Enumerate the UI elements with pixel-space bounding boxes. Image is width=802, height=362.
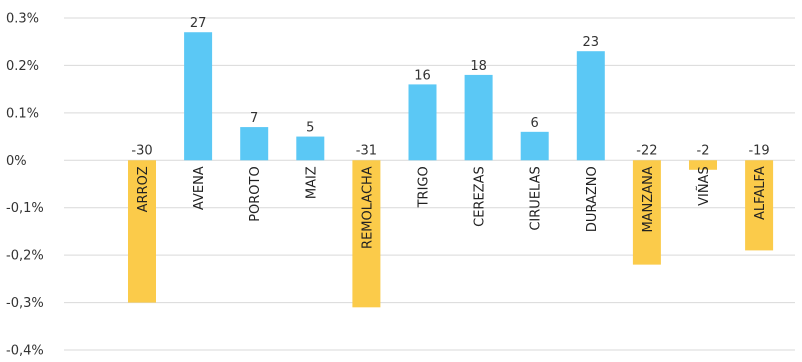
data-labels: -30 27 7 5 -31 16 18 6 23 -22 -2 -19 (131, 16, 769, 158)
y-tick-label: 0.2% (6, 59, 39, 74)
bar-trigo (408, 84, 437, 161)
bar-arroz (128, 160, 156, 303)
data-label: 18 (470, 59, 487, 74)
category-label: CEREZAS (473, 166, 488, 227)
category-label: REMOLACHA (360, 166, 375, 249)
bar-cerezas (464, 74, 493, 161)
category-label: ARROZ (136, 166, 151, 212)
category-labels: ARROZ AVENA POROTO MAIZ REMOLACHA TRIGO CEREZA… (136, 166, 768, 249)
y-tick-label: 0% (6, 154, 27, 169)
y-tick-label: -0,1% (6, 201, 44, 216)
data-label: -19 (748, 143, 769, 158)
category-label: ALFALFA (753, 166, 768, 220)
data-label: 23 (583, 35, 600, 50)
data-label: -31 (356, 143, 377, 158)
category-label: TRIGO (417, 166, 432, 208)
category-label: MAIZ (304, 166, 319, 199)
data-label: 27 (190, 16, 207, 31)
category-label: DURAZNO (585, 166, 600, 232)
data-label: -22 (636, 143, 657, 158)
category-label: CIRUELAS (529, 166, 544, 230)
y-tick-label: -0,3% (6, 296, 44, 311)
category-label: VIÑAS (696, 166, 712, 206)
y-axis-ticks: 0.3% 0.2% 0.1% 0% -0,1% -0,2% -0,3% -0,4% (6, 12, 44, 359)
bar-poroto (240, 127, 269, 161)
bar-durazno (576, 51, 605, 161)
y-tick-label: 0.1% (6, 106, 39, 121)
bar-maiz (296, 136, 325, 161)
data-label: -2 (697, 143, 710, 158)
y-tick-label: -0,4% (6, 344, 44, 359)
data-label: 7 (250, 111, 258, 126)
data-label: 5 (306, 121, 314, 136)
category-label: POROTO (248, 166, 263, 222)
y-tick-label: 0.3% (6, 12, 39, 27)
category-label: AVENA (192, 166, 207, 210)
bar-manzana (632, 160, 661, 265)
bar-viñas (689, 160, 717, 170)
bar-remolacha (352, 160, 381, 308)
bar-alfalfa (745, 160, 774, 251)
bars (128, 32, 774, 308)
bar-avena (184, 32, 213, 161)
bar-ciruelas (520, 131, 549, 161)
data-label: 16 (414, 68, 431, 83)
category-label: MANZANA (641, 166, 656, 232)
data-label: 6 (531, 116, 539, 131)
y-tick-label: -0,2% (6, 249, 44, 264)
data-label: -30 (131, 143, 152, 158)
